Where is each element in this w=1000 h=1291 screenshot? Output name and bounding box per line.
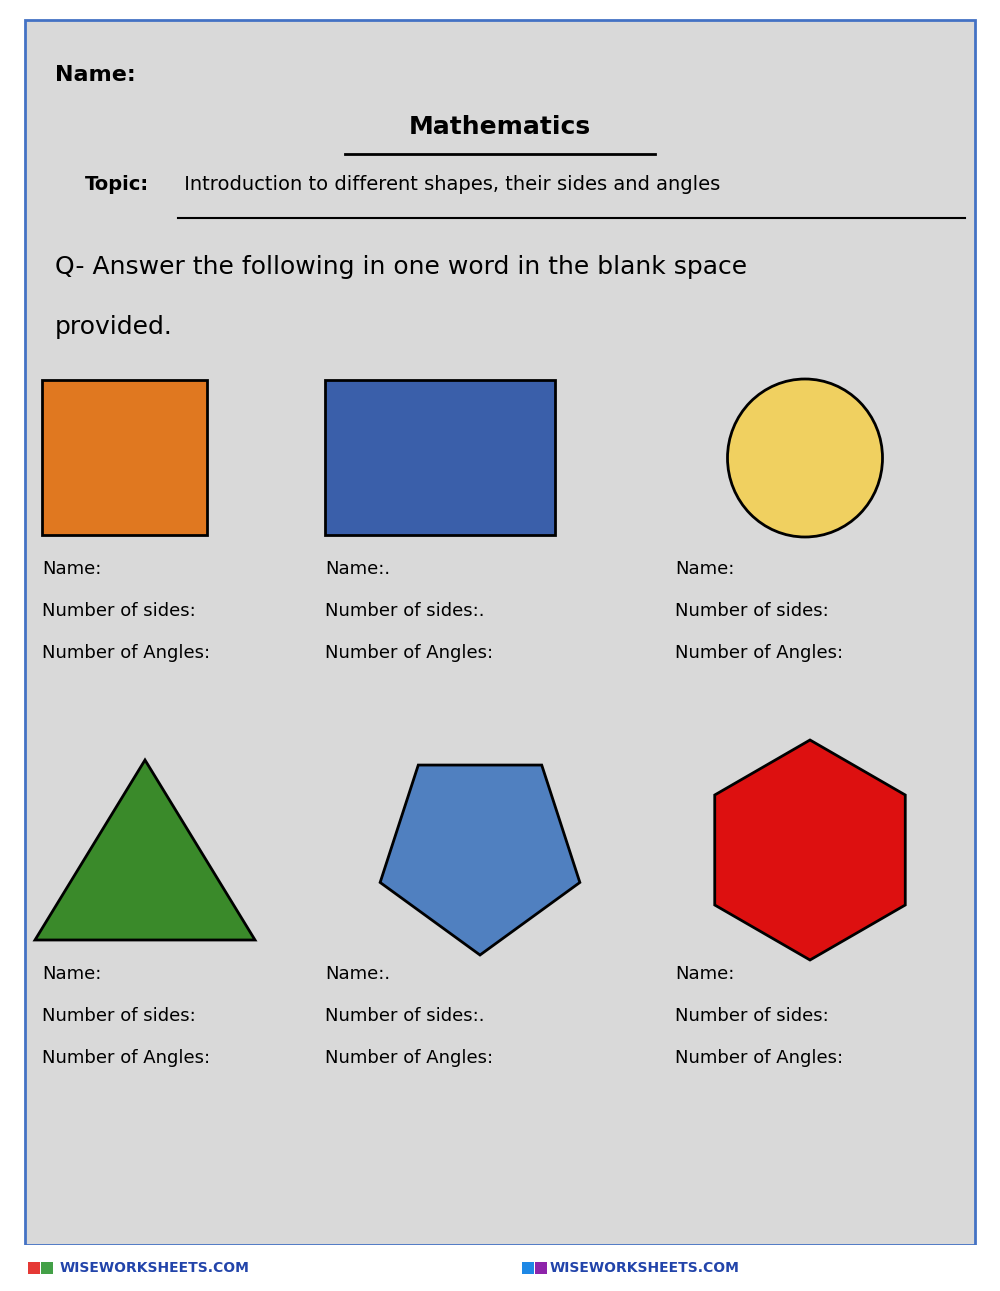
Polygon shape	[380, 766, 580, 955]
Text: Q- Answer the following in one word in the blank space: Q- Answer the following in one word in t…	[55, 256, 747, 279]
Text: Name:: Name:	[675, 560, 734, 578]
Text: Number of Angles:: Number of Angles:	[325, 644, 493, 662]
Text: Number of Angles:: Number of Angles:	[42, 1050, 210, 1066]
Text: provided.: provided.	[55, 315, 173, 340]
Text: Number of sides:: Number of sides:	[675, 602, 829, 620]
Text: WISEWORKSHEETS.COM: WISEWORKSHEETS.COM	[60, 1261, 250, 1276]
Text: Number of sides:: Number of sides:	[675, 1007, 829, 1025]
Text: Number of sides:.: Number of sides:.	[325, 1007, 484, 1025]
Text: Number of sides:: Number of sides:	[42, 1007, 196, 1025]
Text: Name:: Name:	[42, 560, 101, 578]
Ellipse shape	[728, 380, 883, 537]
Text: Mathematics: Mathematics	[409, 115, 591, 139]
Text: Number of Angles:: Number of Angles:	[325, 1050, 493, 1066]
FancyBboxPatch shape	[535, 1263, 547, 1274]
FancyBboxPatch shape	[25, 19, 975, 1245]
FancyBboxPatch shape	[41, 1263, 53, 1274]
Polygon shape	[715, 740, 905, 961]
Text: Name:.: Name:.	[325, 560, 390, 578]
Text: Number of sides:: Number of sides:	[42, 602, 196, 620]
FancyBboxPatch shape	[522, 1263, 534, 1274]
FancyBboxPatch shape	[42, 380, 207, 534]
Text: Name:.: Name:.	[325, 964, 390, 982]
FancyBboxPatch shape	[28, 1263, 40, 1274]
Text: Name:: Name:	[675, 964, 734, 982]
FancyBboxPatch shape	[325, 380, 555, 534]
Text: Number of Angles:: Number of Angles:	[42, 644, 210, 662]
Text: Name:: Name:	[55, 65, 136, 85]
Text: Introduction to different shapes, their sides and angles: Introduction to different shapes, their …	[178, 176, 720, 194]
Text: Number of Angles:: Number of Angles:	[675, 1050, 843, 1066]
Polygon shape	[35, 760, 255, 940]
Text: Name:: Name:	[42, 964, 101, 982]
Text: Number of sides:.: Number of sides:.	[325, 602, 484, 620]
Text: WISEWORKSHEETS.COM: WISEWORKSHEETS.COM	[550, 1261, 740, 1276]
FancyBboxPatch shape	[0, 1245, 1000, 1291]
Text: Topic:: Topic:	[85, 176, 149, 194]
Text: Number of Angles:: Number of Angles:	[675, 644, 843, 662]
